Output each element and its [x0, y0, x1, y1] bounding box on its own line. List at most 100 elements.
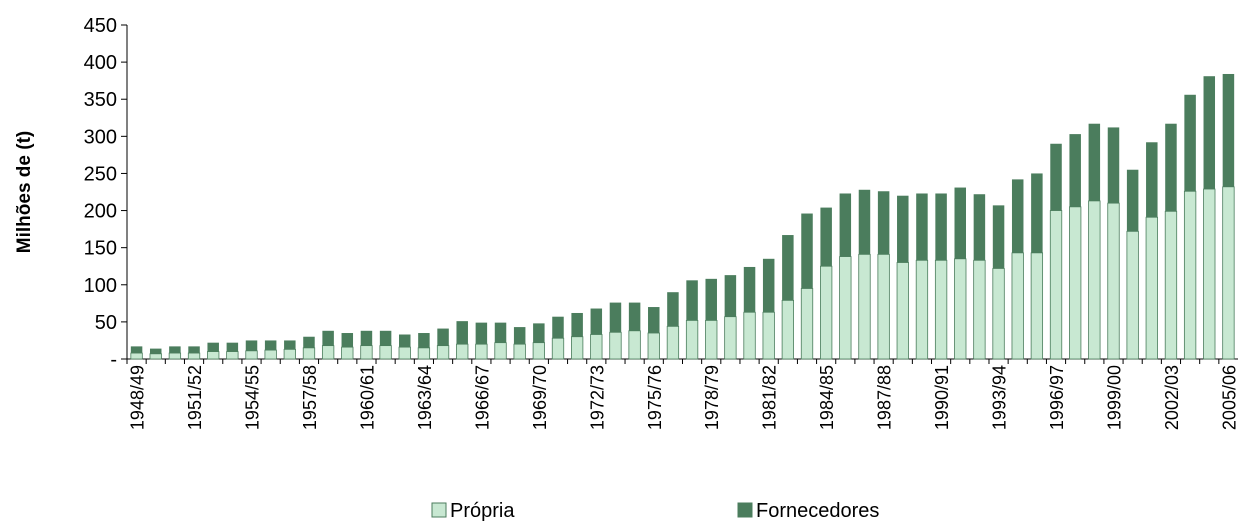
bar-segment	[207, 351, 220, 360]
bar-segment	[552, 316, 564, 339]
legend-swatch	[737, 502, 753, 518]
bar-segment	[724, 275, 737, 317]
bar-segment	[1145, 216, 1158, 360]
bar-segment	[245, 340, 258, 351]
x-tick-label: 1951/52	[185, 365, 205, 430]
x-tick-label: 1957/58	[300, 365, 320, 430]
bar-segment	[571, 336, 584, 360]
bar-segment	[667, 292, 679, 327]
bar-segment	[705, 278, 717, 321]
bar-segment	[705, 320, 718, 360]
bar-segment	[245, 350, 258, 360]
bar-segment	[130, 346, 143, 354]
bar-segment	[1146, 142, 1158, 218]
bar-segment	[1049, 210, 1063, 360]
x-tick-label: 1966/67	[472, 365, 492, 430]
x-tick-label: 1969/70	[530, 365, 550, 430]
x-tick-label: 1981/82	[760, 365, 780, 430]
bar-segment	[456, 321, 468, 345]
bar-segment	[513, 343, 526, 360]
bar-segment	[264, 349, 277, 360]
x-tick-label: 1954/55	[243, 365, 263, 430]
bar-segment	[992, 268, 1005, 360]
bar-segment	[743, 311, 756, 360]
legend-label: Própria	[450, 500, 515, 522]
bar-segment	[590, 308, 603, 335]
bar-segment	[647, 332, 660, 360]
bar-segment	[475, 343, 488, 360]
bar-segment	[1165, 123, 1177, 212]
bar-segment	[1088, 200, 1101, 360]
bar-segment	[1126, 169, 1139, 232]
bar-segment	[973, 194, 986, 261]
bar-segment	[858, 189, 871, 255]
y-tick-label: -	[110, 349, 117, 371]
bar-segment	[877, 253, 890, 360]
bar-segment	[1107, 202, 1120, 360]
bar-segment	[284, 340, 296, 350]
y-tick-label: 350	[84, 89, 117, 111]
bar-segment	[1183, 190, 1197, 360]
bar-segment	[360, 330, 373, 346]
bar-segment	[992, 205, 1005, 269]
x-tick-label: 1990/91	[932, 365, 952, 430]
x-tick-label: 1963/64	[415, 365, 435, 430]
bar-segment	[781, 299, 794, 360]
bar-segment	[341, 333, 354, 348]
bar-segment	[1203, 188, 1216, 360]
y-tick-label: 50	[95, 312, 117, 334]
bar-segment	[379, 345, 392, 360]
bar-segment	[915, 259, 929, 360]
bar-segment	[169, 346, 181, 354]
bar-segment	[1222, 186, 1235, 360]
x-tick-label: 2002/03	[1162, 365, 1182, 430]
bar-segment	[226, 351, 239, 360]
bar-segment	[532, 342, 545, 360]
bar-segment	[1164, 210, 1178, 360]
x-tick-label: 2005/06	[1219, 365, 1239, 430]
bar-segment	[1031, 173, 1043, 253]
bar-segment	[934, 259, 948, 360]
y-tick-label: 100	[84, 275, 117, 297]
bar-segment	[954, 187, 966, 259]
bar-segment	[800, 288, 814, 360]
bar-segment	[418, 333, 430, 348]
bar-segment	[398, 346, 411, 360]
bar-segment	[494, 322, 507, 343]
x-tick-label: 1987/88	[875, 365, 895, 430]
bar-segment	[858, 253, 871, 360]
bar-segment	[456, 343, 469, 360]
bar-segment	[724, 316, 737, 360]
bar-segment	[897, 195, 909, 263]
bar-segment	[1222, 73, 1235, 187]
x-tick-label: 1999/00	[1104, 365, 1124, 430]
bar-segment	[1030, 252, 1044, 360]
bar-segment	[302, 347, 316, 360]
x-tick-label: 1984/85	[817, 365, 837, 430]
y-tick-label: 300	[84, 126, 117, 148]
bar-segment	[341, 346, 354, 360]
bar-segment	[437, 328, 449, 346]
y-tick-label: 150	[84, 238, 117, 260]
bar-segment	[1088, 123, 1101, 201]
bar-segment	[360, 345, 373, 360]
x-tick-label: 1948/49	[128, 365, 148, 430]
bar-segment	[743, 266, 756, 313]
bar-segment	[187, 352, 201, 360]
bar-segment	[685, 320, 699, 360]
bar-segment	[321, 345, 335, 360]
bar-segment	[130, 352, 143, 360]
x-tick-label: 1972/73	[587, 365, 607, 430]
bar-segment	[820, 265, 833, 360]
bar-segment	[762, 311, 775, 360]
bar-segment	[896, 262, 909, 360]
x-tick-label: 1993/94	[990, 365, 1010, 430]
bar-segment	[935, 193, 947, 261]
bar-segment	[149, 348, 162, 354]
bar-segment	[820, 207, 832, 267]
bar-segment	[628, 302, 641, 331]
bar-segment	[916, 193, 928, 261]
bar-segment	[666, 325, 680, 360]
bar-segment	[303, 336, 315, 348]
